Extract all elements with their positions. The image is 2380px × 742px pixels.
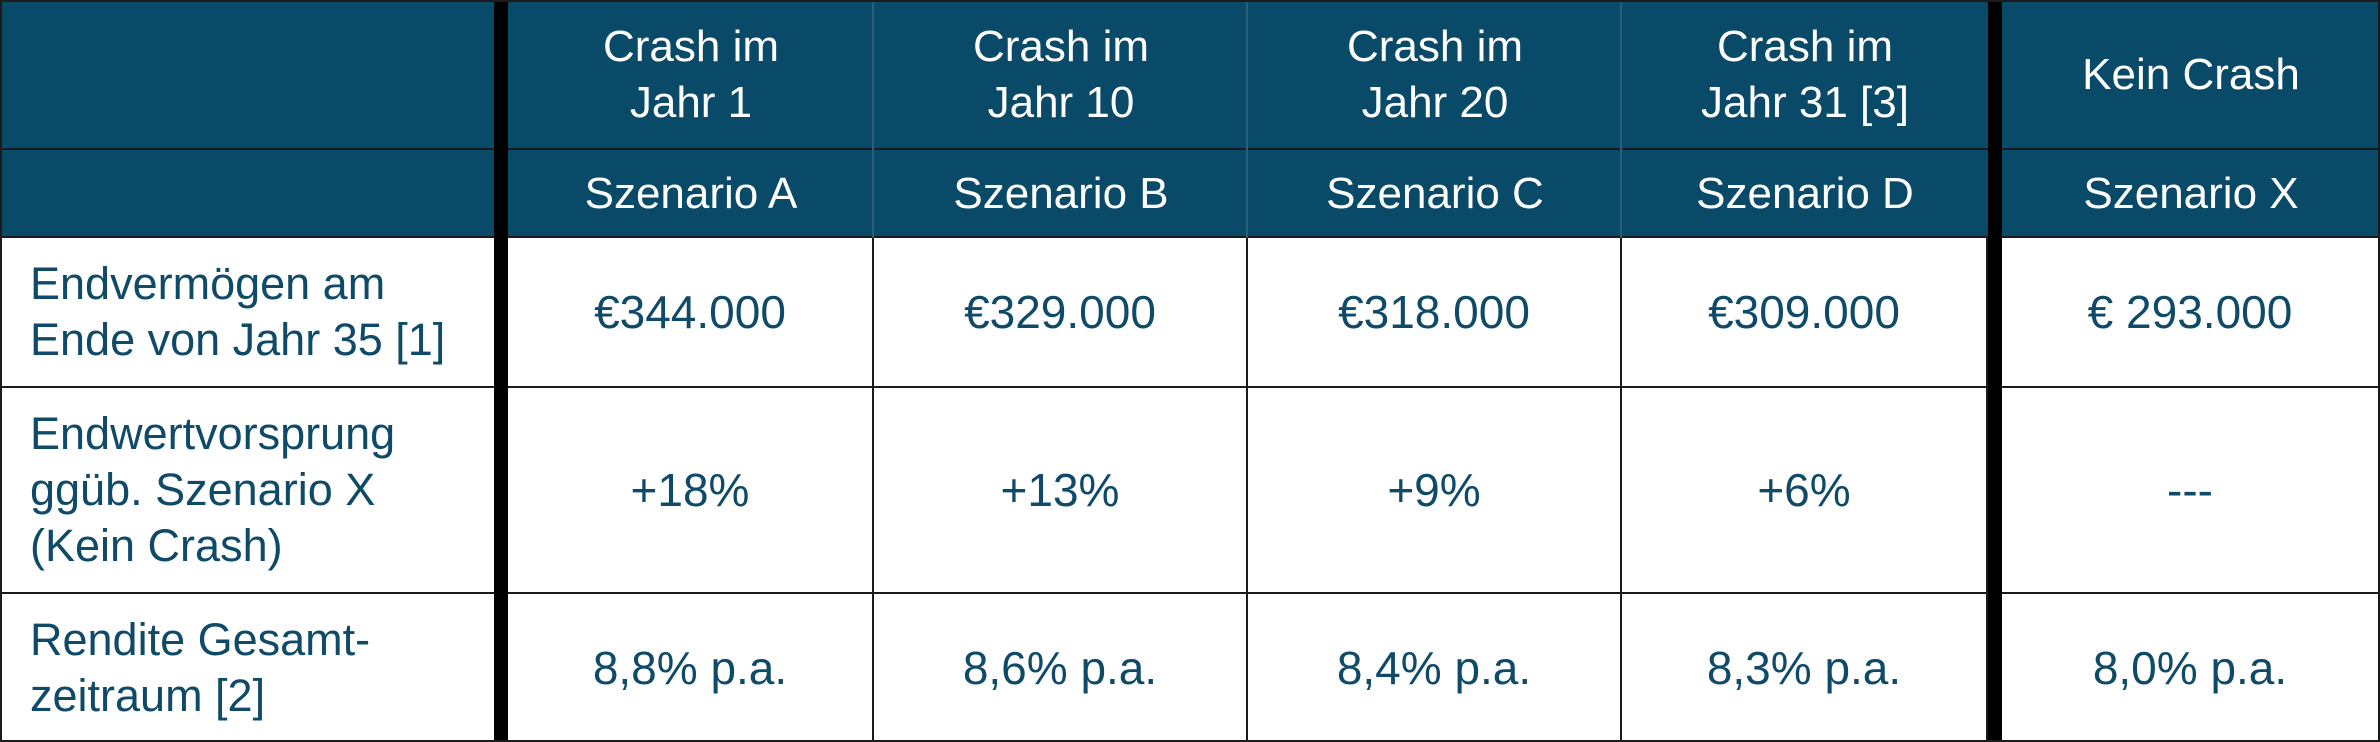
no-crash-column-separator: [1988, 0, 2002, 742]
scenario-label-b: Szenario B: [874, 150, 1248, 238]
table-cell: +6%: [1622, 388, 1988, 594]
column-header-no-crash: Kein Crash: [2002, 0, 2380, 150]
table-cell: €344.000: [508, 238, 874, 388]
table-cell: +9%: [1248, 388, 1622, 594]
table-cell: +13%: [874, 388, 1248, 594]
table-cell: +18%: [508, 388, 874, 594]
scenario-label-x: Szenario X: [2002, 150, 2380, 238]
scenario-label-d: Szenario D: [1622, 150, 1988, 238]
column-header-crash-year-31: Crash im Jahr 31 [3]: [1622, 0, 1988, 150]
row-label-total-return: Rendite Gesamt-zeitraum [2]: [0, 594, 494, 742]
corner-header-cell-2: [0, 150, 494, 238]
table-cell: 8,6% p.a.: [874, 594, 1248, 742]
table-cell: € 293.000: [2002, 238, 2380, 388]
table-cell: ---: [2002, 388, 2380, 594]
header-col-divider: [1246, 0, 1248, 238]
table-cell: 8,4% p.a.: [1248, 594, 1622, 742]
table-cell: €329.000: [874, 238, 1248, 388]
header-bottom-border: [0, 236, 2380, 238]
header-divider: [0, 148, 2380, 150]
header-col-divider: [872, 0, 874, 238]
row-label-lead-vs-no-crash: Endwertvorsprung ggüb. Szenario X (Kein Cr…: [0, 388, 494, 594]
scenario-label-c: Szenario C: [1248, 150, 1622, 238]
column-header-crash-year-20: Crash im Jahr 20: [1248, 0, 1622, 150]
table-cell: €318.000: [1248, 238, 1622, 388]
column-header-crash-year-1: Crash im Jahr 1: [508, 0, 874, 150]
row-label-final-wealth: Endvermögen am Ende von Jahr 35 [1]: [0, 238, 494, 388]
scenario-label-a: Szenario A: [508, 150, 874, 238]
table-cell: 8,0% p.a.: [2002, 594, 2380, 742]
table-cell: €309.000: [1622, 238, 1988, 388]
table-cell: 8,3% p.a.: [1622, 594, 1988, 742]
header-col-divider: [1620, 0, 1622, 238]
table-cell: 8,8% p.a.: [508, 594, 874, 742]
corner-header-cell: [0, 0, 494, 150]
column-header-crash-year-10: Crash im Jahr 10: [874, 0, 1248, 150]
label-column-separator: [494, 0, 508, 742]
